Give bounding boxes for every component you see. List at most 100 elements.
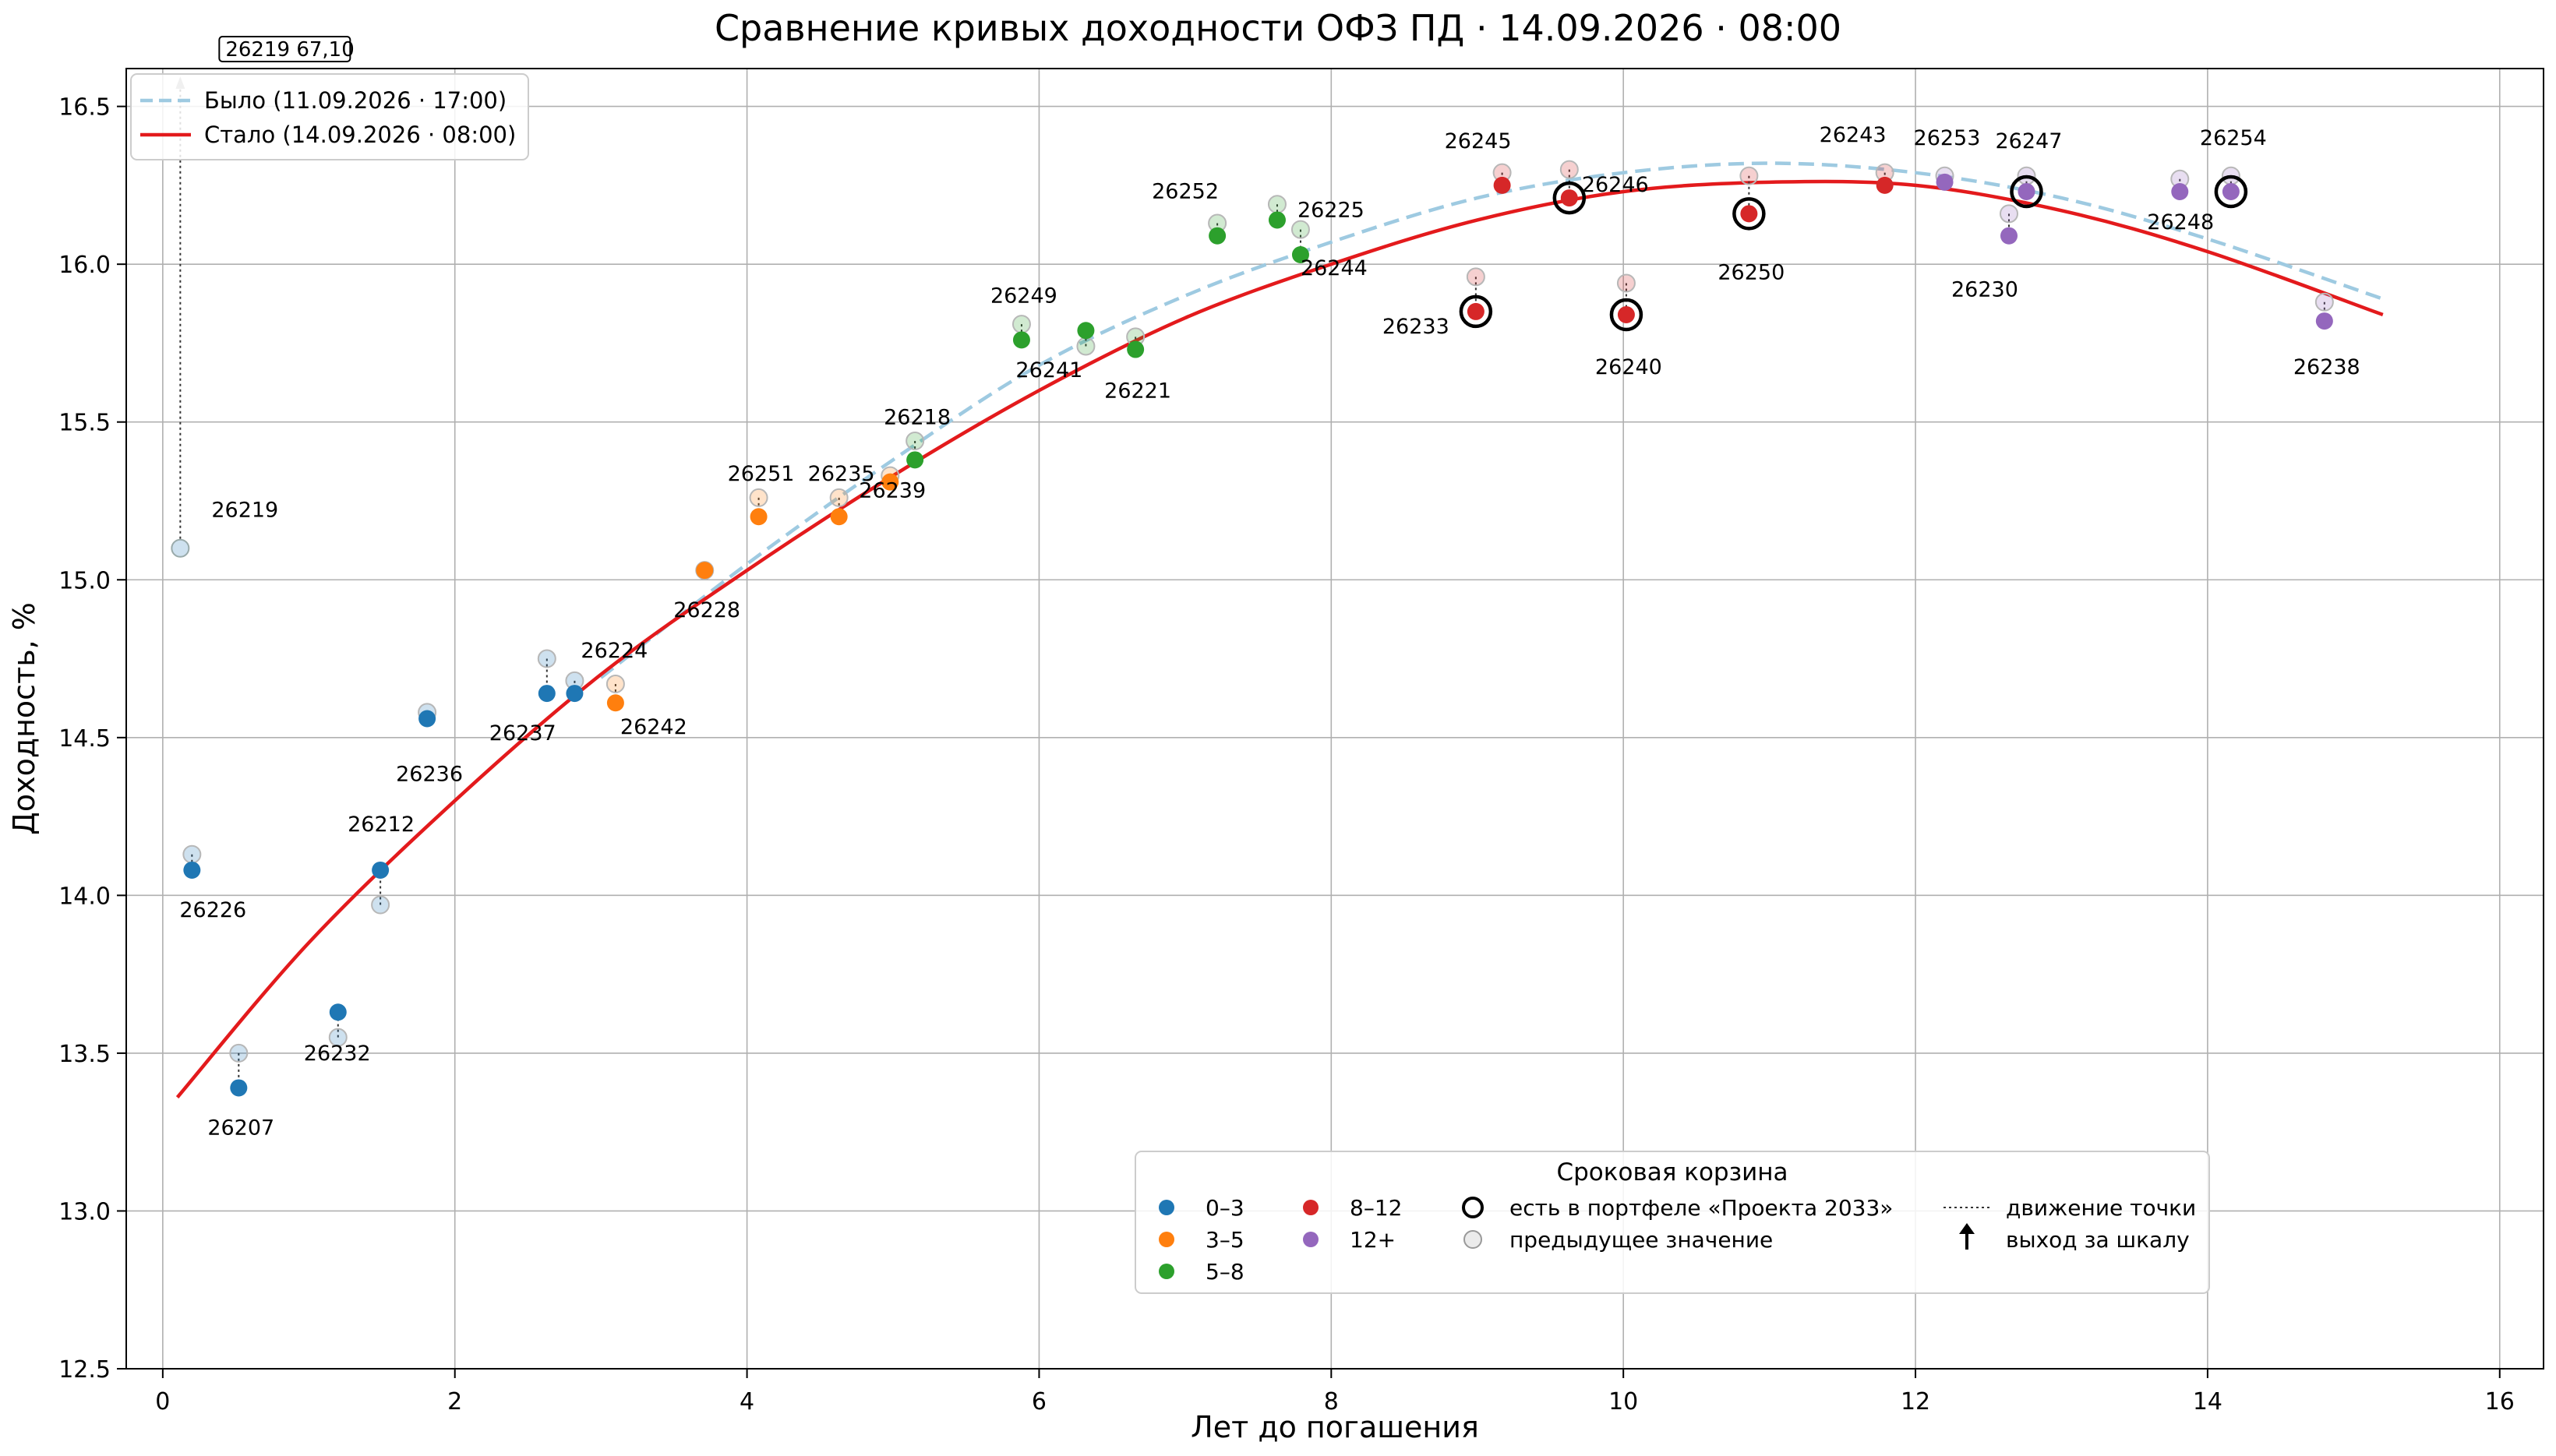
legend-portfolio-swatch [1462, 1197, 1484, 1218]
bond-marker [2000, 227, 2018, 245]
bond-marker [750, 508, 768, 526]
bond-marker [881, 473, 899, 491]
previous-marker [1559, 160, 1579, 179]
y-tick-label: 14.5 [58, 725, 111, 753]
bond-marker [1077, 322, 1095, 340]
offscale-box [218, 36, 351, 62]
legend-bucket-swatch [1303, 1232, 1319, 1247]
bond-label: 26219 [211, 499, 278, 523]
bond-label: 26251 [728, 462, 795, 486]
bond-label: 26250 [1718, 260, 1785, 284]
legend-curves-box [130, 73, 529, 160]
x-tick-label: 4 [740, 1388, 754, 1415]
previous-marker [1076, 337, 1096, 356]
bond-label: 26246 [1582, 173, 1649, 197]
y-axis-label: Доходность, % [7, 602, 41, 835]
bond-marker [1493, 176, 1511, 194]
previous-marker [1739, 166, 1759, 185]
legend-bucket-label: 0–3 [1206, 1195, 1244, 1221]
y-tick-label: 16.0 [58, 252, 111, 279]
bond-label: 26225 [1297, 198, 1364, 222]
bond-marker [372, 861, 390, 879]
legend-bucket-swatch [1159, 1264, 1174, 1279]
y-tick-label: 15.5 [58, 410, 111, 437]
bond-label: 26253 [1914, 126, 1981, 150]
chart-title: Сравнение кривых доходности ОФЗ ПД · 14.… [715, 7, 1841, 49]
bond-label: 26235 [808, 462, 875, 486]
bond-label: 26243 [1820, 123, 1887, 147]
x-tick-label: 8 [1324, 1388, 1339, 1415]
curve-before [599, 161, 2384, 679]
bond-label: 26228 [673, 598, 740, 622]
legend-bucket-label: 3–5 [1206, 1227, 1244, 1253]
plot-frame [125, 68, 2544, 1370]
bond-label: 26242 [620, 715, 687, 739]
bond-marker [1740, 205, 1758, 223]
previous-marker [371, 895, 390, 915]
previous-marker [1290, 220, 1310, 239]
previous-marker [1616, 273, 1636, 293]
bond-label: 26226 [179, 898, 246, 922]
bond-label: 26244 [1301, 256, 1368, 280]
legend-curve-label: Было (11.09.2026 · 17:00) [204, 87, 507, 114]
previous-marker [328, 1028, 348, 1047]
bond-label: 26230 [1951, 278, 2018, 302]
previous-marker [537, 649, 556, 668]
legend-previous-swatch [1463, 1230, 1482, 1249]
bond-label: 26238 [2293, 355, 2360, 379]
bond-marker [2315, 312, 2333, 330]
y-tick-label: 14.0 [58, 883, 111, 910]
x-tick-label: 12 [1901, 1388, 1930, 1415]
bond-marker [1012, 331, 1030, 349]
bond-label: 26236 [396, 763, 463, 787]
bond-marker [1291, 246, 1309, 264]
bond-markers [171, 76, 2334, 1097]
portfolio-ring [2010, 175, 2043, 209]
bond-marker [830, 508, 848, 526]
bond-marker [2222, 182, 2240, 200]
legend-bucket-label: 12+ [1350, 1227, 1396, 1253]
legend-bucket-swatch [1159, 1232, 1174, 1247]
legend-buckets-title: Сроковая корзина [1556, 1158, 1788, 1186]
bond-marker [906, 451, 924, 469]
y-tick-label: 12.5 [58, 1356, 111, 1384]
axis-ticks: 0 2 4 6 8 10 12 14 16 12.5 13.0 13.5 14.0 14.5 15.0 15.… [58, 94, 2515, 1415]
bond-marker [418, 710, 436, 728]
bond-label: 26239 [859, 479, 926, 503]
portfolio-ring [1609, 298, 1643, 332]
bond-marker [1876, 176, 1894, 194]
bond-marker [329, 1003, 347, 1021]
bond-marker [2171, 182, 2189, 200]
bond-label: 26249 [990, 284, 1057, 308]
yield-curves [175, 161, 2384, 1099]
bond-marker [183, 861, 201, 879]
bond-labels: 26219 67,10 26219 26226 26207 26232 26212 2623… [179, 36, 2360, 1140]
bond-marker [230, 1079, 248, 1097]
previous-marker [1011, 315, 1031, 334]
bond-marker [538, 685, 556, 703]
bond-marker [696, 562, 714, 580]
bond-marker [1127, 340, 1145, 358]
y-tick-label: 16.5 [58, 94, 111, 122]
y-tick-label: 13.0 [58, 1198, 111, 1225]
x-axis-label: Лет до погашения [1191, 1410, 1479, 1444]
bond-label: 26232 [304, 1042, 371, 1066]
bond-label: 26218 [884, 405, 951, 429]
bond-label: 26247 [1995, 129, 2062, 153]
bond-marker [566, 685, 584, 703]
x-tick-label: 14 [2193, 1388, 2222, 1415]
previous-marker [749, 488, 768, 507]
bond-label: 26212 [348, 813, 415, 837]
bond-label: 26248 [2147, 210, 2214, 234]
legend-portfolio-label: есть в портфеле «Проекта 2033» [1509, 1195, 1893, 1221]
legend-bucket-label: 5–8 [1206, 1259, 1244, 1285]
portfolio-ring [1459, 294, 1493, 329]
previous-marker [1267, 195, 1287, 214]
previous-marker [605, 674, 625, 693]
bond-label: 26224 [581, 639, 648, 663]
previous-marker [1999, 204, 2018, 224]
bond-label: 26237 [489, 721, 556, 746]
curve-after [175, 179, 2384, 1099]
previous-marker [906, 432, 925, 451]
bond-label: 26254 [2200, 126, 2267, 150]
